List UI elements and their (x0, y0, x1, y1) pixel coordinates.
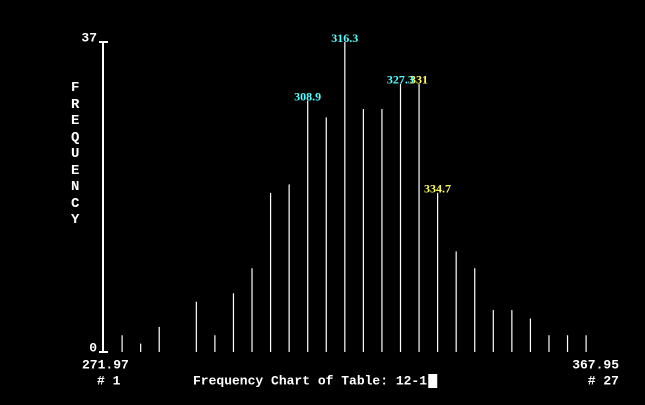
annotation: 316.3 (331, 31, 358, 45)
bar (418, 83, 420, 352)
bar (195, 301, 197, 352)
bar (492, 310, 494, 352)
x-start-label: 271.97 (82, 357, 129, 372)
chart-title: Frequency Chart of Table: 12-1 (193, 373, 427, 388)
bin-start-label: # 1 (97, 373, 121, 388)
x-end-label: 367.95 (572, 357, 619, 372)
bin-end-label: # 27 (588, 373, 619, 388)
bar (381, 109, 383, 352)
bar (214, 335, 216, 352)
bar (566, 335, 569, 352)
y-axis-label: FREQUENCY (71, 80, 80, 228)
y-tick-label: 37 (81, 30, 97, 45)
bar (158, 326, 160, 352)
bar (325, 117, 327, 353)
annotation: 327.3 (387, 73, 414, 87)
bar (474, 268, 476, 352)
bar (437, 192, 439, 352)
annotation: 308.9 (294, 89, 321, 103)
bar (140, 343, 142, 352)
bar (269, 192, 272, 352)
bar (399, 83, 402, 352)
bar (121, 335, 123, 352)
bar (585, 335, 587, 352)
bar (529, 318, 532, 352)
bar (548, 335, 550, 352)
bar (232, 293, 235, 352)
bar (288, 184, 290, 352)
bar (344, 42, 346, 352)
cursor (428, 374, 438, 388)
y-tick-label: 0 (89, 340, 97, 355)
annotation: 331 (410, 73, 428, 87)
bar (362, 109, 364, 352)
bar (511, 310, 513, 352)
bar (251, 268, 253, 352)
bar (455, 251, 457, 352)
annotation: 334.7 (424, 182, 451, 196)
bar (307, 100, 309, 352)
